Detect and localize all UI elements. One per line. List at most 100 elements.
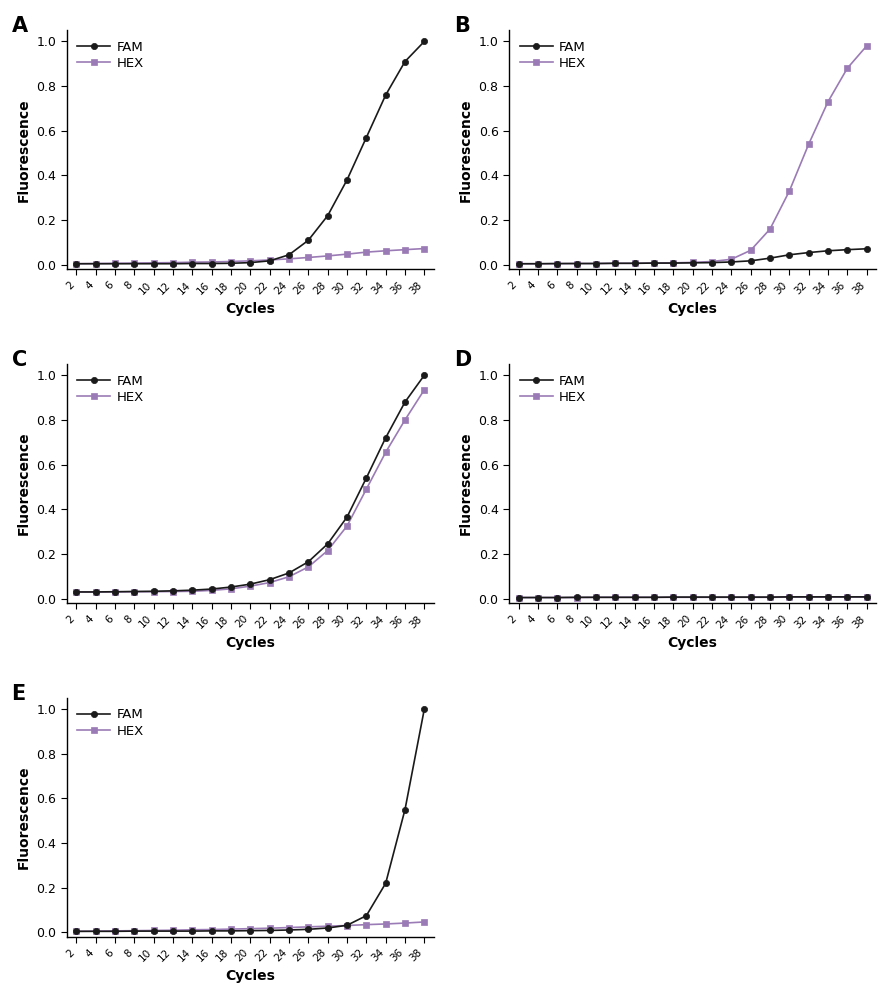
- HEX: [590, 591, 601, 603]
- FAM: [110, 586, 121, 598]
- HEX: [129, 257, 139, 269]
- HEX: [572, 592, 582, 604]
- HEX: [110, 586, 121, 598]
- HEX: [862, 591, 872, 603]
- HEX: [822, 96, 833, 108]
- FAM: [590, 258, 601, 270]
- HEX: [688, 591, 698, 603]
- HEX: [419, 243, 430, 255]
- FAM: [764, 591, 775, 603]
- HEX: [668, 257, 679, 269]
- FAM: [110, 258, 121, 270]
- Line: FAM: FAM: [73, 706, 428, 934]
- FAM: [148, 585, 159, 597]
- HEX: [668, 591, 679, 603]
- HEX: [726, 591, 737, 603]
- FAM: [784, 249, 795, 261]
- HEX: [226, 583, 237, 595]
- FAM: [361, 910, 371, 922]
- HEX: [706, 256, 717, 268]
- HEX: [532, 592, 543, 604]
- HEX: [419, 384, 430, 396]
- FAM: [862, 591, 872, 603]
- FAM: [610, 257, 621, 269]
- FAM: [842, 244, 853, 256]
- HEX: [532, 258, 543, 270]
- Y-axis label: Fluorescence: Fluorescence: [459, 98, 473, 202]
- FAM: [264, 924, 275, 936]
- HEX: [361, 246, 371, 258]
- HEX: [361, 483, 371, 495]
- FAM: [226, 581, 237, 593]
- FAM: [764, 252, 775, 264]
- HEX: [746, 244, 756, 256]
- FAM: [590, 591, 601, 603]
- FAM: [648, 591, 659, 603]
- HEX: [264, 922, 275, 934]
- HEX: [764, 591, 775, 603]
- HEX: [90, 258, 101, 270]
- FAM: [129, 586, 139, 598]
- FAM: [706, 591, 717, 603]
- FAM: [71, 258, 81, 270]
- HEX: [129, 586, 139, 598]
- HEX: [245, 580, 255, 592]
- HEX: [206, 924, 217, 936]
- FAM: [264, 255, 275, 267]
- HEX: [284, 571, 295, 583]
- Legend: FAM, HEX: FAM, HEX: [515, 37, 590, 74]
- FAM: [303, 923, 313, 935]
- HEX: [168, 257, 179, 269]
- HEX: [322, 250, 333, 262]
- HEX: [245, 923, 255, 935]
- X-axis label: Cycles: Cycles: [225, 302, 275, 316]
- Line: FAM: FAM: [515, 246, 870, 267]
- FAM: [842, 591, 853, 603]
- FAM: [342, 919, 353, 931]
- HEX: [342, 248, 353, 260]
- FAM: [148, 258, 159, 270]
- FAM: [400, 56, 411, 68]
- HEX: [706, 591, 717, 603]
- FAM: [552, 592, 563, 604]
- HEX: [380, 245, 391, 257]
- HEX: [610, 591, 621, 603]
- HEX: [110, 925, 121, 937]
- HEX: [726, 253, 737, 265]
- HEX: [168, 586, 179, 598]
- FAM: [572, 591, 582, 603]
- HEX: [342, 920, 353, 932]
- FAM: [129, 258, 139, 270]
- HEX: [400, 414, 411, 426]
- HEX: [168, 924, 179, 936]
- FAM: [206, 583, 217, 595]
- FAM: [226, 925, 237, 937]
- FAM: [648, 257, 659, 269]
- HEX: [862, 40, 872, 52]
- HEX: [552, 592, 563, 604]
- FAM: [862, 243, 872, 255]
- FAM: [513, 592, 524, 604]
- HEX: [206, 256, 217, 268]
- HEX: [513, 592, 524, 604]
- FAM: [668, 257, 679, 269]
- X-axis label: Cycles: Cycles: [225, 969, 275, 983]
- FAM: [90, 925, 101, 937]
- FAM: [610, 591, 621, 603]
- HEX: [822, 591, 833, 603]
- Line: FAM: FAM: [73, 38, 428, 267]
- Line: HEX: HEX: [516, 594, 870, 600]
- FAM: [90, 258, 101, 270]
- HEX: [552, 258, 563, 270]
- FAM: [342, 511, 353, 523]
- FAM: [322, 538, 333, 550]
- FAM: [303, 556, 313, 568]
- FAM: [206, 925, 217, 937]
- FAM: [688, 257, 698, 269]
- Line: FAM: FAM: [515, 594, 870, 601]
- HEX: [648, 591, 659, 603]
- FAM: [572, 258, 582, 270]
- FAM: [532, 592, 543, 604]
- HEX: [71, 258, 81, 270]
- Text: A: A: [12, 16, 28, 36]
